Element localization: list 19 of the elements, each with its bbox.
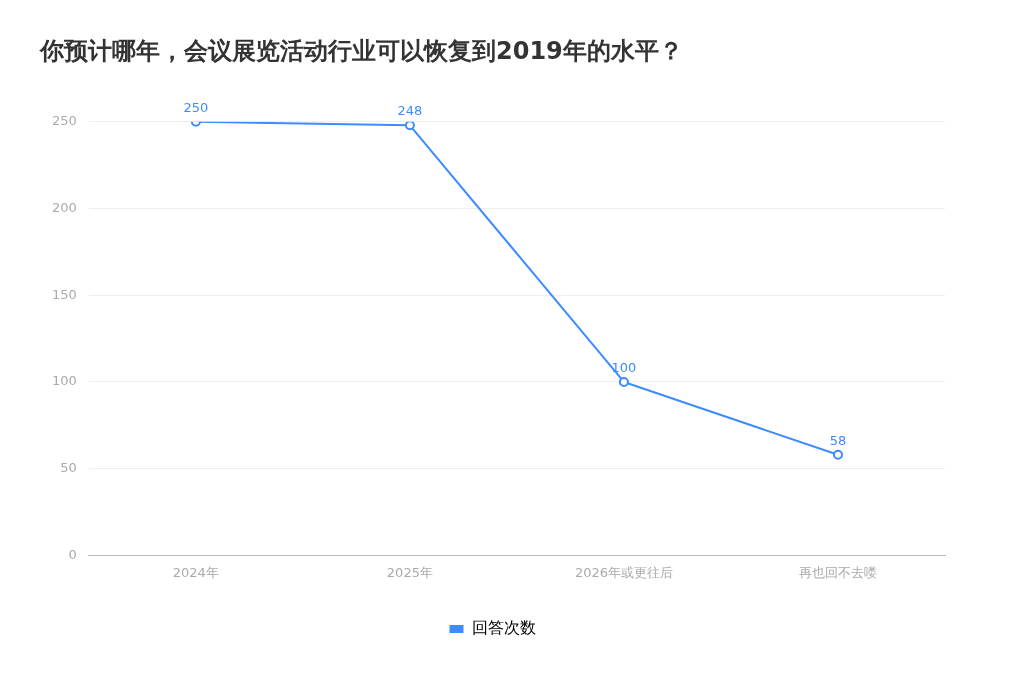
y-tick-label: 0 <box>68 546 77 562</box>
y-tick-label: 200 <box>51 199 77 215</box>
data-label: 250 <box>183 99 209 115</box>
point <box>618 376 629 387</box>
point <box>832 449 843 460</box>
y-tick-label: 50 <box>60 460 77 476</box>
y-tick-label: 250 <box>51 113 77 129</box>
legend-label: 回答次数 <box>471 618 536 638</box>
chart-title: 你预计哪年，会议展览活动行业可以恢复到2019年的水平？ <box>39 36 683 65</box>
x-tick-label: 2026年或更往后 <box>574 564 673 580</box>
x-tick-label: 2024年 <box>172 564 219 580</box>
point <box>404 121 415 131</box>
x-tick-label: 再也回不去喽 <box>798 564 877 580</box>
y-tick-label: 100 <box>51 373 77 389</box>
data-label: 58 <box>829 432 847 448</box>
y-tick-label: 150 <box>51 286 77 302</box>
data-label: 248 <box>397 103 423 119</box>
x-tick-label: 2025年 <box>386 564 433 580</box>
data-label: 100 <box>611 359 637 375</box>
